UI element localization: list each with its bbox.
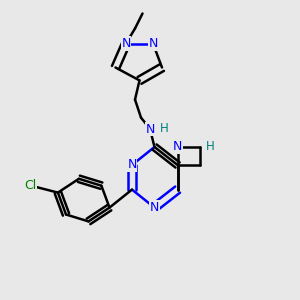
Text: N: N xyxy=(150,201,159,214)
Text: N: N xyxy=(173,140,182,154)
Text: H: H xyxy=(160,122,169,135)
Text: N: N xyxy=(145,122,155,136)
Text: N: N xyxy=(121,37,131,50)
Text: H: H xyxy=(206,140,214,153)
Text: N: N xyxy=(127,158,137,172)
Text: Cl: Cl xyxy=(24,179,36,192)
Text: N: N xyxy=(148,37,158,50)
